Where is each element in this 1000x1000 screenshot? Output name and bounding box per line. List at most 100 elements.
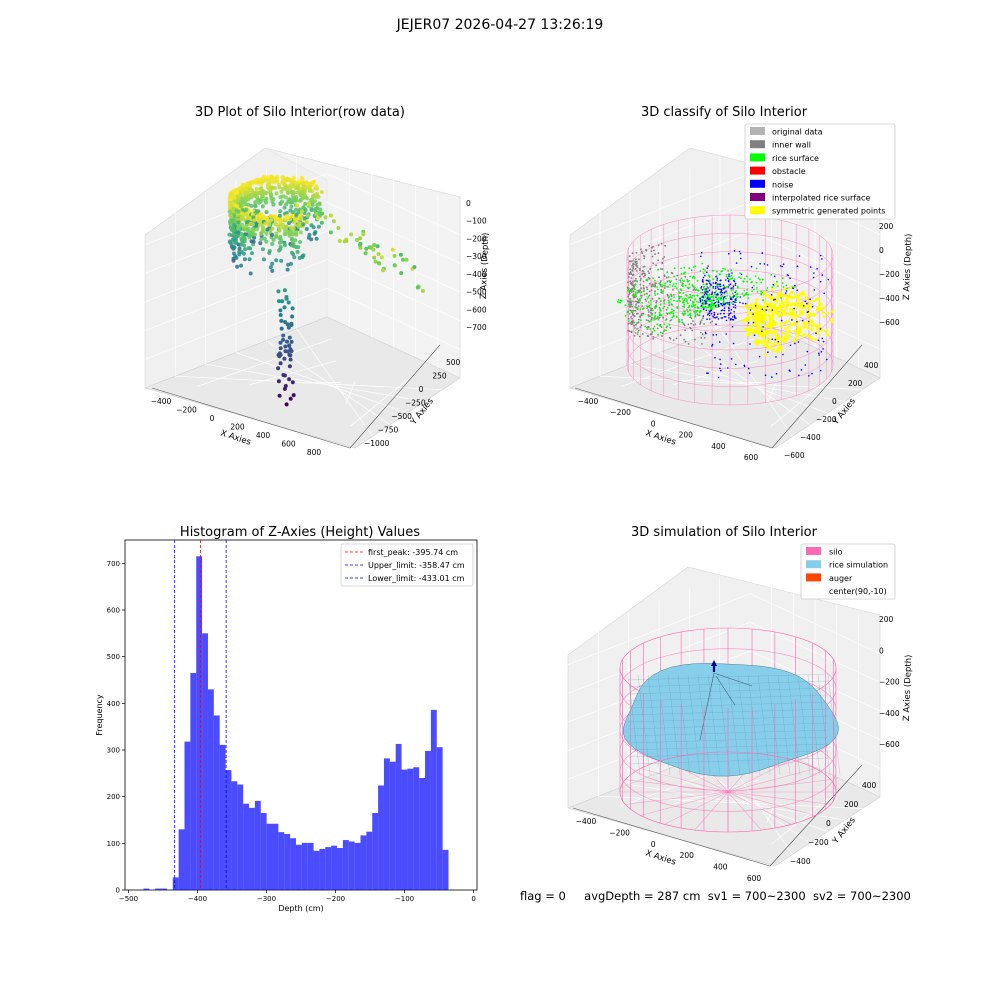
z-tick-label: 200 — [879, 222, 894, 231]
point-rice-surface — [656, 323, 658, 326]
scatter-point — [273, 186, 278, 190]
point-noise — [826, 358, 828, 361]
point-rice-surface — [702, 272, 705, 275]
scatter-point — [323, 215, 328, 220]
point-symmetric — [781, 332, 785, 336]
scatter-point — [315, 216, 320, 221]
point-symmetric — [801, 310, 805, 314]
point-noise — [740, 273, 743, 276]
point-symmetric — [777, 335, 781, 339]
scatter-point — [291, 244, 296, 249]
x-tick-label: −200 — [326, 895, 345, 903]
point-noise — [789, 344, 792, 347]
scatter-point — [243, 202, 248, 206]
point-rice-surface — [688, 267, 691, 270]
point-rice-surface — [691, 294, 694, 297]
point-noise — [718, 305, 720, 308]
point-rice-surface — [686, 302, 689, 305]
point-rice-surface — [653, 329, 656, 332]
point-rice-surface — [671, 308, 673, 311]
point-inner-wall — [640, 277, 642, 280]
point-symmetric — [774, 329, 778, 333]
point-symmetric — [796, 329, 800, 333]
surface-mesh-line — [767, 674, 781, 776]
point-noise — [727, 279, 730, 282]
point-noise — [702, 308, 705, 311]
histogram-reference-lines — [174, 540, 227, 890]
point-rice-surface — [644, 325, 647, 328]
point-noise — [787, 274, 790, 277]
point-symmetric — [803, 320, 807, 324]
scatter-point — [314, 212, 319, 216]
point-inner-wall — [684, 275, 687, 278]
point-rice-surface — [641, 314, 644, 316]
point-noise — [716, 279, 718, 281]
point-rice-surface — [712, 269, 714, 272]
point-inner-wall — [657, 259, 660, 262]
point-noise — [780, 319, 783, 322]
point-symmetric — [825, 328, 829, 332]
histogram-bar — [143, 888, 150, 890]
point-rice-surface — [755, 281, 758, 284]
point-noise — [798, 255, 801, 257]
scatter-point — [239, 203, 244, 208]
scatter-point — [257, 180, 262, 185]
scatter-point — [289, 339, 294, 344]
point-rice-surface — [673, 267, 676, 270]
point-rice-surface — [674, 285, 676, 288]
scatter-point — [260, 224, 265, 229]
point-rice-surface — [697, 314, 700, 317]
point-rice-surface — [636, 308, 639, 311]
histogram-bar — [425, 750, 431, 890]
point-inner-wall — [651, 283, 654, 286]
scatter-point — [299, 209, 304, 214]
point-symmetric — [752, 303, 756, 307]
point-rice-surface — [745, 292, 748, 294]
point-rice-surface — [709, 286, 711, 288]
point-rice-surface — [637, 331, 639, 333]
panel2-zlabel: Z Axies (Depth) — [902, 233, 914, 300]
point-symmetric — [766, 331, 769, 335]
y-tick-label: −600 — [784, 451, 805, 460]
point-inner-wall — [633, 334, 636, 337]
point-rice-surface — [710, 305, 713, 308]
point-rice-surface — [658, 297, 661, 300]
point-symmetric — [783, 287, 787, 291]
point-noise — [706, 283, 708, 285]
panel4-xlabel: X Axies — [644, 848, 677, 867]
point-noise — [819, 280, 822, 283]
point-inner-wall — [660, 280, 662, 282]
histogram-bar — [342, 840, 349, 890]
point-rice-surface — [634, 305, 637, 308]
point-noise — [775, 372, 778, 375]
point-inner-wall — [701, 291, 704, 294]
legend-swatch — [806, 573, 821, 582]
histogram-bar — [360, 835, 367, 890]
point-inner-wall — [684, 340, 687, 343]
point-rice-surface — [667, 276, 670, 278]
scatter-point — [245, 227, 250, 232]
scatter-point — [307, 232, 312, 237]
point-rice-surface — [641, 301, 644, 304]
point-rice-surface — [693, 295, 696, 297]
point-inner-wall — [639, 316, 642, 318]
point-inner-wall — [652, 262, 654, 265]
point-noise — [732, 296, 735, 298]
scatter-point — [278, 234, 283, 239]
point-noise — [821, 337, 824, 340]
x-tick-label: 400 — [256, 431, 271, 440]
point-inner-wall — [645, 286, 648, 289]
scatter-point — [286, 300, 291, 305]
point-inner-wall — [647, 314, 650, 316]
panel1-x-axis — [151, 387, 351, 449]
scatter-point — [260, 194, 265, 199]
panel-simulation-3d: 3D simulation of Silo Interior −400−2000… — [567, 525, 914, 883]
scatter-point — [289, 237, 294, 242]
scatter-point — [240, 207, 245, 212]
point-noise — [705, 279, 708, 282]
point-rice-surface — [660, 300, 662, 302]
point-rice-surface — [681, 279, 684, 282]
point-inner-wall — [687, 343, 690, 345]
point-noise — [719, 358, 721, 361]
point-inner-wall — [636, 270, 638, 272]
